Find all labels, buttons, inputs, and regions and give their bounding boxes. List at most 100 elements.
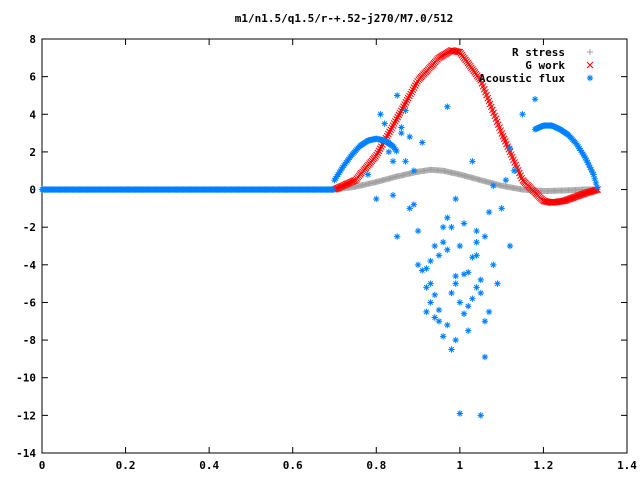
acoustic-flux-point <box>477 289 484 297</box>
g-work-point <box>570 193 578 201</box>
g-work-point <box>566 195 574 203</box>
acoustic-flux-point <box>385 139 393 146</box>
acoustic-flux-point <box>465 327 472 334</box>
acoustic-flux-point <box>494 280 501 287</box>
acoustic-flux-point <box>414 261 422 269</box>
g-work-point <box>563 196 571 204</box>
acoustic-flux-point <box>330 186 337 193</box>
acoustic-flux-point <box>385 148 393 156</box>
acoustic-flux-point <box>423 284 430 291</box>
g-work-point <box>410 84 418 91</box>
acoustic-flux-point <box>439 333 447 340</box>
acoustic-flux-point <box>531 96 539 103</box>
g-work-point <box>409 86 417 94</box>
acoustic-flux-point <box>435 252 443 259</box>
acoustic-flux-point <box>423 265 430 272</box>
acoustic-flux-point <box>406 133 413 141</box>
acoustic-flux-point <box>402 107 409 114</box>
acoustic-flux-point <box>591 175 598 182</box>
acoustic-flux-point <box>460 271 468 278</box>
acoustic-flux-point <box>481 318 489 325</box>
series-r-stress <box>331 166 601 195</box>
y-tick-label: 0 <box>29 184 36 197</box>
acoustic-flux-point <box>444 214 451 221</box>
acoustic-flux-point <box>410 201 418 208</box>
x-tick-label: 1 <box>457 459 464 472</box>
acoustic-flux-point <box>444 321 451 329</box>
acoustic-flux-point <box>473 252 480 259</box>
acoustic-flux-point <box>473 284 480 291</box>
y-tick-label: 2 <box>29 146 36 159</box>
legend-marker <box>587 49 593 55</box>
acoustic-flux-point <box>456 410 464 417</box>
acoustic-flux-point <box>485 308 493 316</box>
acoustic-flux-point <box>448 289 455 297</box>
acoustic-flux-point <box>586 164 594 171</box>
acoustic-flux-point <box>585 161 593 169</box>
g-work-point <box>394 113 402 121</box>
g-work-point <box>575 192 583 199</box>
y-tick-label: 4 <box>29 108 36 121</box>
acoustic-flux-point <box>584 159 591 166</box>
g-work-point <box>593 186 600 194</box>
acoustic-flux-point <box>469 158 476 165</box>
acoustic-flux-point <box>477 276 484 284</box>
y-tick-label: -6 <box>23 296 37 309</box>
acoustic-flux-point <box>456 242 464 250</box>
acoustic-flux-point <box>581 152 588 160</box>
g-work-point <box>576 191 584 199</box>
g-work-point <box>404 94 412 102</box>
acoustic-flux-point <box>519 111 526 118</box>
g-work-point <box>388 124 396 132</box>
acoustic-flux-point <box>589 168 596 176</box>
acoustic-flux-point <box>590 171 597 178</box>
legend-label: R stress <box>512 46 565 59</box>
acoustic-flux-point <box>469 254 476 261</box>
g-work-point <box>562 196 570 204</box>
acoustic-flux-point <box>506 242 514 250</box>
acoustic-flux-point <box>465 269 472 276</box>
acoustic-flux-point <box>406 205 413 212</box>
acoustic-flux-point <box>423 308 430 316</box>
acoustic-flux-point <box>444 103 451 110</box>
acoustic-flux-point <box>477 412 484 419</box>
tick-labels: 0 0.2 0.4 0.6 0.8 1 1.2 1.4 -14 -12 -10 -8 -6 -4 -2 0 2 4… <box>16 33 637 472</box>
g-work-point <box>407 90 414 98</box>
g-work-point <box>389 122 397 129</box>
acoustic-flux-point <box>444 246 451 253</box>
acoustic-flux-point <box>389 158 397 165</box>
y-tick-label: -10 <box>16 372 36 385</box>
acoustic-flux-point <box>410 167 418 174</box>
acoustic-flux-point <box>456 299 464 306</box>
y-tick-label: 6 <box>29 71 36 84</box>
acoustic-flux-point <box>460 220 468 227</box>
acoustic-flux-point <box>377 111 384 118</box>
g-work-point <box>401 101 409 108</box>
acoustic-flux-point <box>588 166 595 173</box>
g-work-point <box>377 143 385 150</box>
g-work-point <box>561 197 569 204</box>
g-work-point <box>402 99 410 106</box>
x-tick-label: 0.4 <box>199 459 219 472</box>
g-work-point <box>453 48 461 55</box>
g-work-point <box>395 111 403 119</box>
acoustic-flux-point <box>427 299 434 306</box>
acoustic-flux-point <box>465 303 472 310</box>
g-work-point <box>374 149 382 157</box>
x-tick-label: 0.6 <box>283 459 303 472</box>
g-work-point <box>393 115 400 123</box>
acoustic-flux-point <box>473 239 480 246</box>
legend-label: G work <box>525 59 565 72</box>
g-work-point <box>403 96 411 104</box>
acoustic-flux-point <box>435 306 443 314</box>
legend-label: Acoustic flux <box>479 72 565 85</box>
g-work-point <box>573 193 581 200</box>
g-work-point <box>572 193 579 201</box>
acoustic-flux-point <box>364 171 372 178</box>
axes <box>41 38 628 454</box>
acoustic-flux-point <box>448 346 455 353</box>
acoustic-flux-point <box>452 336 459 344</box>
acoustic-flux-point <box>431 291 438 299</box>
g-work-point <box>568 194 576 202</box>
